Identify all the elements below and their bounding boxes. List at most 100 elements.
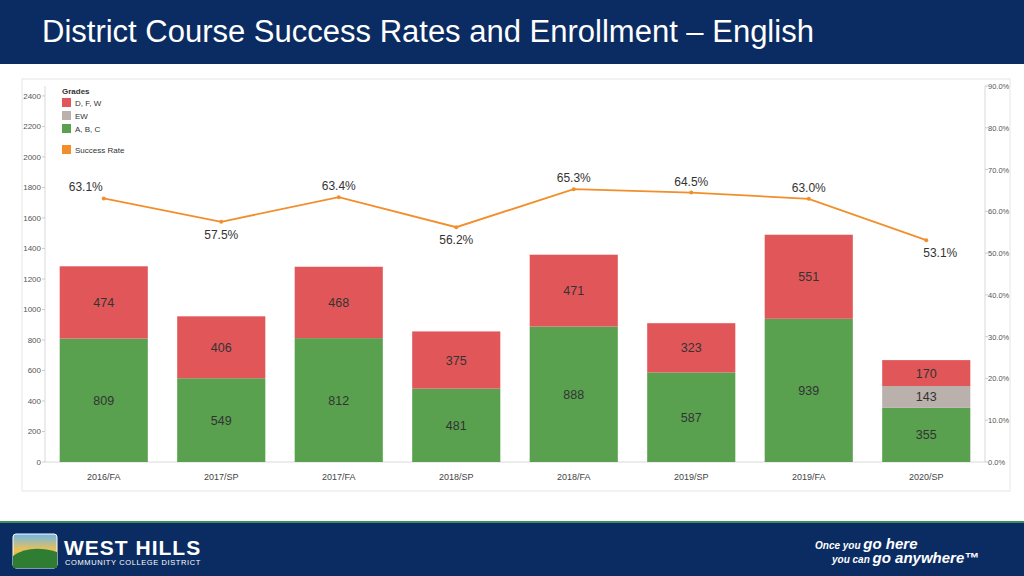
y-tick-label: 200 xyxy=(28,427,42,436)
y-tick xyxy=(42,187,45,188)
line-label: 65.3% xyxy=(557,171,591,185)
logo-subtitle: COMMUNITY COLLEGE DISTRICT xyxy=(65,558,201,567)
bar-label: 587 xyxy=(681,411,702,425)
bar-segment xyxy=(60,266,148,338)
legend-swatch xyxy=(62,124,71,133)
line-label: 56.2% xyxy=(439,233,473,247)
bar-label: 888 xyxy=(563,388,584,402)
bar-segment xyxy=(647,323,735,372)
y-tick xyxy=(42,278,45,279)
bar-segment xyxy=(295,267,383,338)
y-tick xyxy=(42,370,45,371)
y2-tick-label: 0.0% xyxy=(988,458,1005,467)
y-tick xyxy=(42,431,45,432)
y-axis-line xyxy=(45,86,46,462)
line-label: 53.1% xyxy=(923,246,957,260)
bar-segment xyxy=(60,339,148,462)
y-tick-label: 2200 xyxy=(23,122,41,131)
slogan-part: you can xyxy=(831,554,873,565)
y-tick-label: 800 xyxy=(28,336,42,345)
y-tick-label: 2400 xyxy=(23,92,41,101)
bar-segment xyxy=(295,338,383,462)
y2-tick-label: 10.0% xyxy=(988,416,1010,425)
line-marker xyxy=(572,187,576,191)
bar-segment xyxy=(412,389,500,462)
y2-tick-label: 20.0% xyxy=(988,374,1010,383)
x-tick-label: 2017/FA xyxy=(322,472,356,482)
y-tick xyxy=(42,248,45,249)
bar-segment xyxy=(647,372,735,462)
legend-label: EW xyxy=(75,112,88,121)
footer-band xyxy=(0,521,1024,576)
line-label: 57.5% xyxy=(204,228,238,242)
legend-label: D, F, W xyxy=(75,99,102,108)
bar-segment xyxy=(765,235,853,319)
line-label: 63.4% xyxy=(322,179,356,193)
bar-label: 471 xyxy=(563,284,584,298)
y-tick xyxy=(42,95,45,96)
y2-tick-label: 30.0% xyxy=(988,333,1010,342)
bar-label: 406 xyxy=(211,341,232,355)
y-tick-label: 1800 xyxy=(23,183,41,192)
x-tick-label: 2017/SP xyxy=(204,472,239,482)
bar-label: 474 xyxy=(93,296,114,310)
data-labels: 8095498124818885879393551434744064683754… xyxy=(69,171,958,442)
y2-axis-line xyxy=(985,86,986,462)
y-tick xyxy=(42,339,45,340)
legend-label: Success Rate xyxy=(75,146,125,155)
bar-segment xyxy=(412,331,500,388)
y-tick-label: 400 xyxy=(28,397,42,406)
y-tick xyxy=(42,400,45,401)
y2-tick-label: 60.0% xyxy=(988,207,1010,216)
y-tick-label: 1200 xyxy=(23,275,41,284)
bar-label: 809 xyxy=(93,394,114,408)
y-tick-label: 1400 xyxy=(23,244,41,253)
line-label: 63.0% xyxy=(792,181,826,195)
x-tick-label: 2016/FA xyxy=(87,472,121,482)
line-marker xyxy=(689,191,693,195)
line-marker xyxy=(924,238,928,242)
y2-tick-label: 80.0% xyxy=(988,124,1010,133)
x-tick-label: 2020/SP xyxy=(909,472,944,482)
line-marker xyxy=(102,196,106,200)
plot-area xyxy=(60,187,971,462)
logo-hill xyxy=(13,549,57,568)
slogan-line: you can go anywhere™ xyxy=(831,549,979,566)
y-tick xyxy=(42,309,45,310)
x-tick-label: 2019/SP xyxy=(674,472,709,482)
logo-icon xyxy=(13,534,57,568)
bar-label: 481 xyxy=(446,419,467,433)
bar-label: 323 xyxy=(681,341,702,355)
line-marker xyxy=(337,195,341,199)
chart-title: District Course Success Rates and Enroll… xyxy=(42,14,814,49)
y-tick-label: 2000 xyxy=(23,153,41,162)
bar-label: 355 xyxy=(916,428,937,442)
y-tick-label: 1000 xyxy=(23,305,41,314)
y-tick xyxy=(42,156,45,157)
bar-label: 551 xyxy=(798,270,819,284)
legend-label: A, B, C xyxy=(75,125,101,134)
y-tick-label: 0 xyxy=(37,458,42,467)
footer-rule xyxy=(0,521,1024,523)
y-tick xyxy=(42,217,45,218)
bar-label: 375 xyxy=(446,354,467,368)
y2-tick-label: 40.0% xyxy=(988,291,1010,300)
slogan-part: go anywhere™ xyxy=(872,549,980,566)
line-marker xyxy=(219,220,223,224)
line-label: 63.1% xyxy=(69,180,103,194)
bar-label: 549 xyxy=(211,414,232,428)
slide: District Course Success Rates and Enroll… xyxy=(0,0,1024,576)
y-tick-label: 1600 xyxy=(23,214,41,223)
bar-label: 812 xyxy=(328,394,349,408)
x-tick-label: 2018/SP xyxy=(439,472,474,482)
line-label: 64.5% xyxy=(674,175,708,189)
y2-tick-label: 50.0% xyxy=(988,249,1010,258)
bar-label: 468 xyxy=(328,296,349,310)
bar-segment xyxy=(530,327,618,462)
bar-segment xyxy=(882,386,970,408)
bar-segment xyxy=(530,255,618,327)
header-band xyxy=(0,0,1024,64)
slogan-part: Once you xyxy=(815,540,863,551)
legend-swatch xyxy=(62,145,71,154)
chart-frame xyxy=(22,79,1010,491)
